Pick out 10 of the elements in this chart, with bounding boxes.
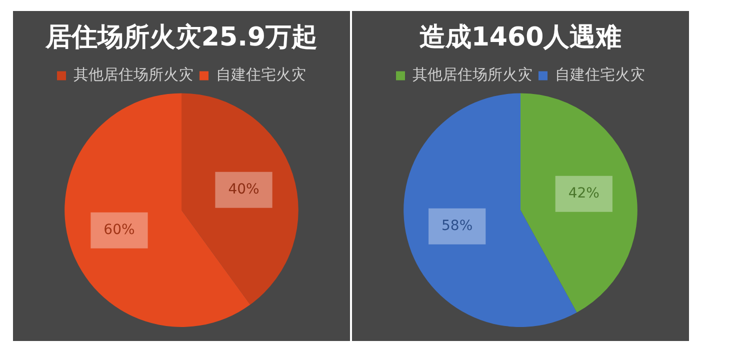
legend-label: 其他居住场所火灾 xyxy=(412,66,532,84)
legend-label: 自建住宅火灾 xyxy=(555,66,645,84)
data-label: 40% xyxy=(228,182,260,198)
chart-title: 造成1460人遇难 xyxy=(419,22,622,52)
data-label: 60% xyxy=(104,222,135,238)
data-label: 58% xyxy=(442,218,473,234)
legend-label: 其他居住场所火灾 xyxy=(74,66,194,84)
data-label: 42% xyxy=(568,185,600,202)
chart-title: 居住场所火灾25.9万起 xyxy=(44,22,318,52)
legend-label: 自建住宅火灾 xyxy=(216,66,306,84)
